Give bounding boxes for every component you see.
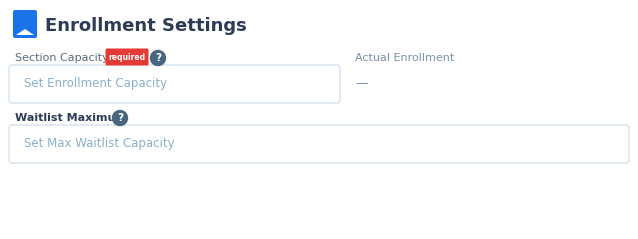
Circle shape [151, 50, 165, 65]
Text: required: required [108, 53, 145, 61]
Text: Set Max Waitlist Capacity: Set Max Waitlist Capacity [24, 137, 175, 151]
FancyBboxPatch shape [13, 10, 37, 38]
Text: Enrollment Settings: Enrollment Settings [45, 17, 247, 35]
FancyBboxPatch shape [9, 125, 629, 163]
FancyBboxPatch shape [105, 49, 149, 65]
Text: Actual Enrollment: Actual Enrollment [355, 53, 454, 63]
Circle shape [112, 110, 128, 125]
Text: ?: ? [155, 53, 161, 63]
FancyBboxPatch shape [9, 65, 340, 103]
Text: ?: ? [117, 113, 123, 123]
Text: Waitlist Maximum: Waitlist Maximum [15, 113, 127, 123]
Text: Section Capacity: Section Capacity [15, 53, 108, 63]
Text: Set Enrollment Capacity: Set Enrollment Capacity [24, 77, 167, 91]
Polygon shape [16, 29, 34, 35]
Text: —: — [355, 77, 367, 91]
